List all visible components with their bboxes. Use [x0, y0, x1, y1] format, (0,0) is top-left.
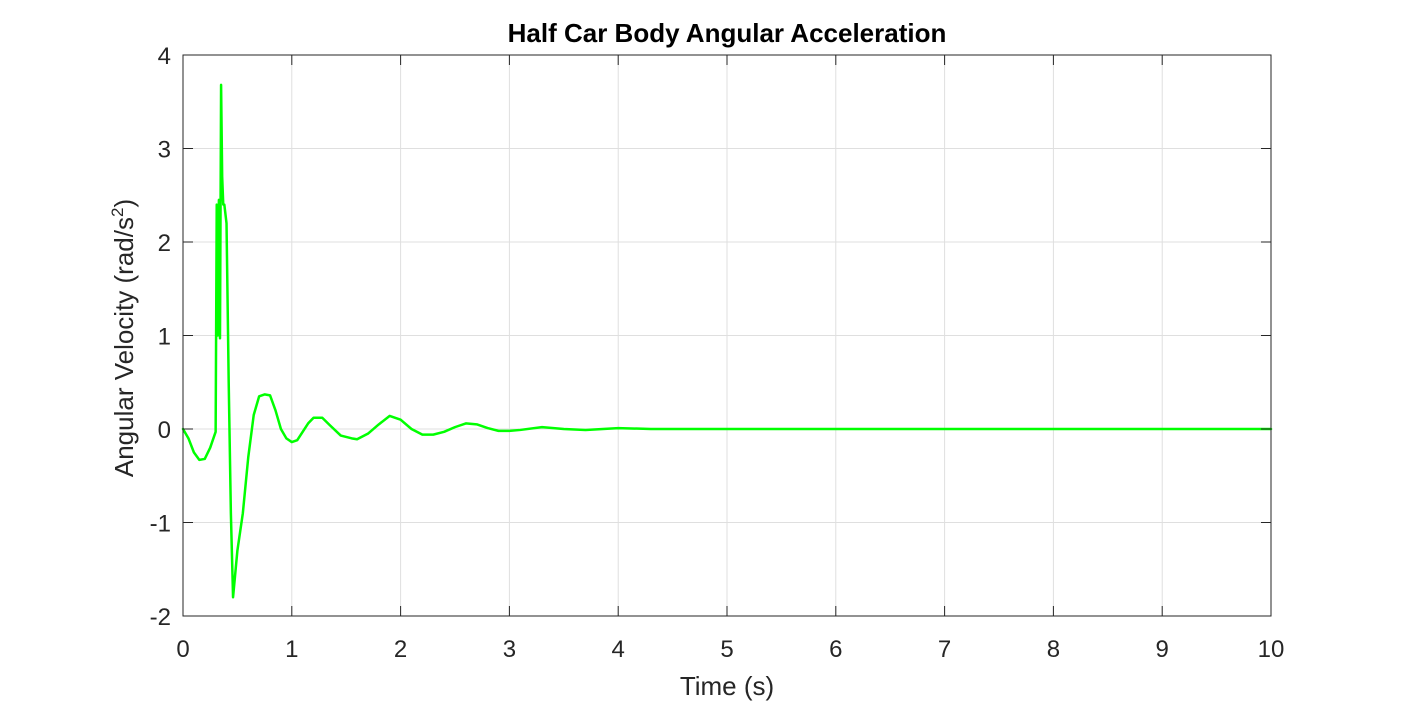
y-tick-label: 4 [158, 43, 171, 70]
y-axis-label-main: Angular Velocity (rad/s [109, 217, 139, 477]
y-tick-label: 0 [158, 417, 171, 444]
x-tick-label: 1 [285, 636, 298, 663]
x-axis-label: Time (s) [680, 671, 774, 701]
series-layer [181, 83, 1273, 599]
x-tick-label: 5 [720, 636, 733, 663]
y-tick-label: -1 [150, 511, 171, 538]
x-tick-label: 9 [1156, 636, 1169, 663]
x-tick-label: 7 [938, 636, 951, 663]
y-axis-label-close: ) [109, 199, 139, 208]
y-axis-label: Angular Velocity (rad/s2) [108, 199, 139, 477]
y-tick-label: 1 [158, 324, 171, 351]
series-line [181, 83, 1273, 599]
x-tick-label: 10 [1258, 636, 1285, 663]
x-tick-label: 2 [394, 636, 407, 663]
x-tick-label: 0 [176, 636, 189, 663]
grid [182, 54, 1272, 617]
y-axis-label-superscript: 2 [108, 208, 127, 217]
x-tick-label: 3 [503, 636, 516, 663]
y-tick-label: 2 [158, 230, 171, 257]
x-tick-label: 6 [829, 636, 842, 663]
x-tick-label: 8 [1047, 636, 1060, 663]
ticks: 0 1 2 3 4 5 6 7 8 9 10 -2 -1 0 1 2 3 4 [150, 43, 1285, 663]
chart-title: Half Car Body Angular Acceleration [508, 18, 947, 48]
x-tick-label: 4 [612, 636, 625, 663]
y-tick-label: 3 [158, 137, 171, 164]
y-tick-label: -2 [150, 604, 171, 631]
